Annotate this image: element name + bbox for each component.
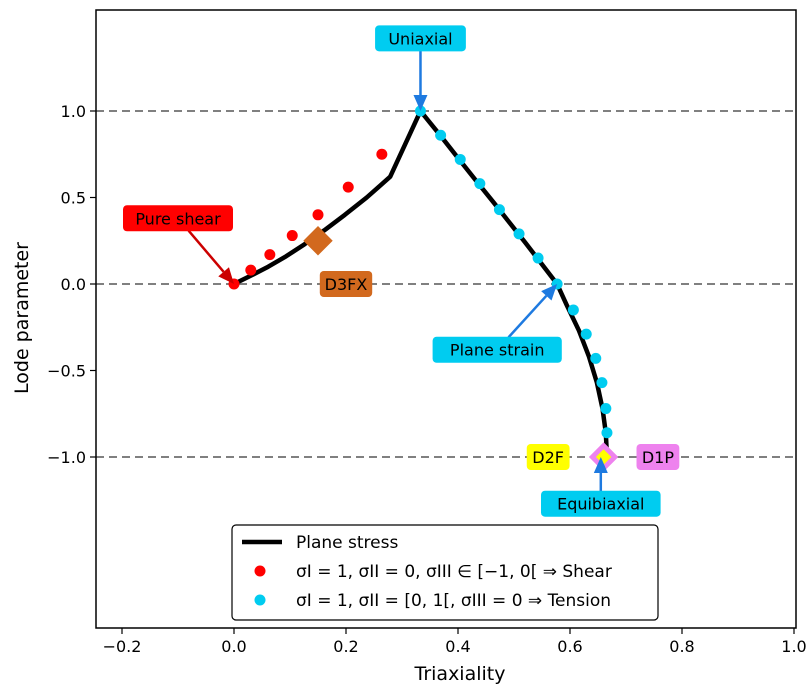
tension-point-9 [580, 328, 592, 340]
tension-point-6 [532, 252, 544, 264]
tension-point-13 [601, 427, 613, 439]
x-tick-label-3: 0.4 [445, 637, 470, 656]
x-tick-label-0: −0.2 [103, 637, 142, 656]
x-tick-label-2: 0.2 [333, 637, 358, 656]
tension-point-11 [596, 377, 608, 389]
arrowhead-pure-shear [218, 267, 234, 284]
annotation-box-pure-shear [123, 205, 233, 232]
legend-label-1: σI = 1, σII = 0, σIII ∈ [−1, 0[ ⇒ Shear [296, 562, 612, 582]
data-points-layer [228, 105, 613, 463]
legend-dot-swatch-2 [254, 594, 266, 606]
y-tick-label-0: 1.0 [61, 102, 86, 121]
annotation-d1p: D1P [642, 448, 675, 467]
arrowhead-equibiaxial [593, 457, 608, 473]
x-tick-label-1: 0.0 [221, 637, 246, 656]
arrow-pure-shear [187, 229, 225, 273]
annotation-pure-shear: Pure shear [135, 209, 221, 228]
tension-point-3 [474, 178, 486, 190]
tension-point-5 [513, 228, 525, 240]
x-tick-label-4: 0.6 [557, 637, 582, 656]
shear-point-5 [342, 181, 354, 193]
arrowhead-uniaxial [413, 95, 428, 111]
annotation-box-equibiaxial [541, 490, 661, 517]
annotation-box-plane-strain [432, 336, 562, 363]
plot-frame [95, 9, 797, 629]
annotation-box-d2f [526, 444, 570, 470]
legend: Plane stress σI = 1, σII = 0, σIII ∈ [−1,… [231, 524, 659, 621]
annotation-uniaxial: Uniaxial [388, 29, 452, 48]
x-tick-label-6: 1.0 [781, 637, 806, 656]
y-tick-label-3: −0.5 [47, 362, 86, 381]
legend-label-2: σI = 1, σII = [0, 1[, σIII = 0 ⇒ Tension [296, 591, 611, 611]
x-axis-title: Triaxiality [414, 663, 506, 685]
legend-dot-swatch-1 [254, 565, 266, 577]
annotation-equibiaxial: Equibiaxial [557, 495, 644, 514]
marker-d3fx [303, 226, 333, 256]
annotation-box-d3fx [319, 271, 373, 297]
y-tick-label-2: 0.0 [61, 275, 86, 294]
tension-point-4 [493, 204, 505, 216]
annotations-layer: Uniaxial Pure shear D3FX Plane strain D2F D1P… [123, 25, 680, 517]
y-tick-label-1: 0.5 [61, 189, 86, 208]
arrow-plane-strain [507, 294, 548, 339]
axis-ticks: −0.2 0.0 0.2 0.4 0.6 0.8 1.0 1.0 0.5 0.0 −0.5 −1.0 [47, 102, 807, 656]
reference-lines [96, 110, 796, 458]
annotation-plane-strain: Plane strain [450, 341, 545, 360]
annotation-d3fx: D3FX [325, 275, 368, 294]
legend-label-0: Plane stress [296, 533, 398, 553]
y-axis-title: Lode parameter [11, 242, 33, 394]
shear-point-1 [245, 264, 257, 276]
tension-point-1 [435, 129, 447, 141]
tension-point-2 [454, 153, 466, 165]
annotation-d2f: D2F [532, 448, 564, 467]
shear-point-4 [312, 209, 324, 221]
shear-point-6 [376, 148, 388, 160]
tension-point-10 [590, 352, 602, 364]
annotation-box-d1p [636, 444, 680, 470]
tension-point-8 [567, 304, 579, 316]
x-tick-label-5: 0.8 [669, 637, 694, 656]
plot-border [95, 9, 797, 629]
shear-point-3 [286, 230, 298, 242]
tension-point-12 [600, 403, 612, 415]
legend-box [231, 524, 659, 621]
y-tick-label-4: −1.0 [47, 448, 86, 467]
annotation-box-uniaxial [375, 25, 466, 52]
shear-point-2 [264, 249, 276, 261]
arrowhead-plane-strain [541, 284, 558, 301]
